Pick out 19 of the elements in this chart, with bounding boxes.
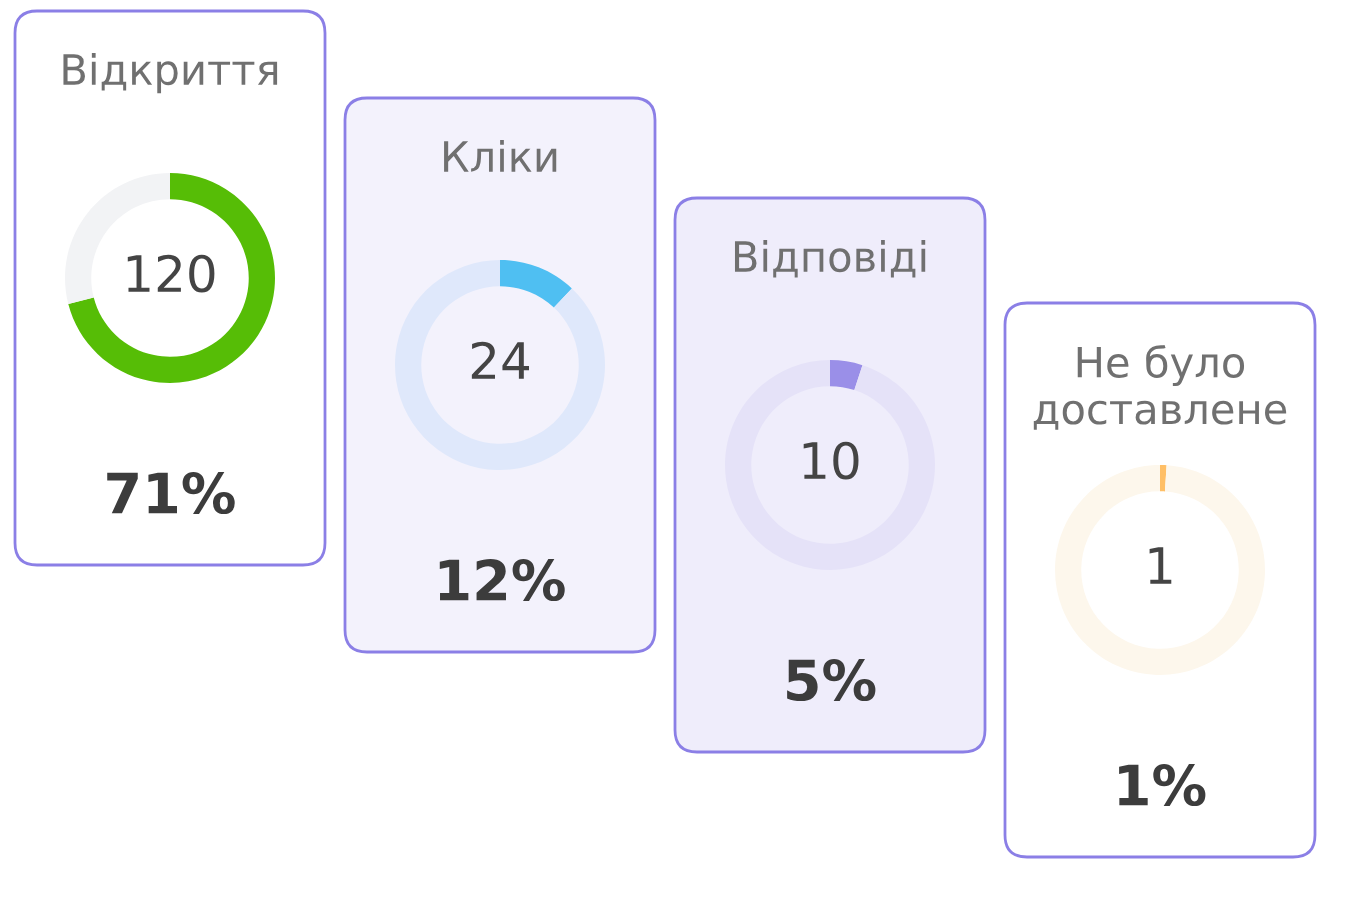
donut-slice — [68, 173, 275, 383]
donut-slice — [1160, 465, 1167, 492]
chart-title: Кліки — [444, 140, 557, 172]
chart-title: Відповіді — [734, 240, 926, 278]
text: 12% — [439, 559, 565, 602]
text: 120 — [127, 254, 215, 293]
chart-title: Не було доставлене — [1033, 345, 1287, 430]
donut-slice — [395, 260, 605, 470]
text: 10 — [803, 441, 859, 480]
donut-slice — [830, 360, 863, 391]
donut-slice — [500, 260, 572, 308]
donut-slice — [1055, 465, 1265, 675]
chart-title: Відкриття — [63, 53, 278, 94]
text: 71% — [107, 472, 235, 515]
donut-slice — [725, 360, 935, 570]
text: 1 — [1149, 547, 1172, 584]
text: 5% — [787, 659, 876, 702]
text: 1% — [1119, 764, 1206, 807]
text: 24 — [471, 341, 530, 379]
